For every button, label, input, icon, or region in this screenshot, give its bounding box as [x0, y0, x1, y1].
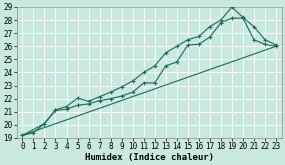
X-axis label: Humidex (Indice chaleur): Humidex (Indice chaleur) [85, 152, 214, 162]
